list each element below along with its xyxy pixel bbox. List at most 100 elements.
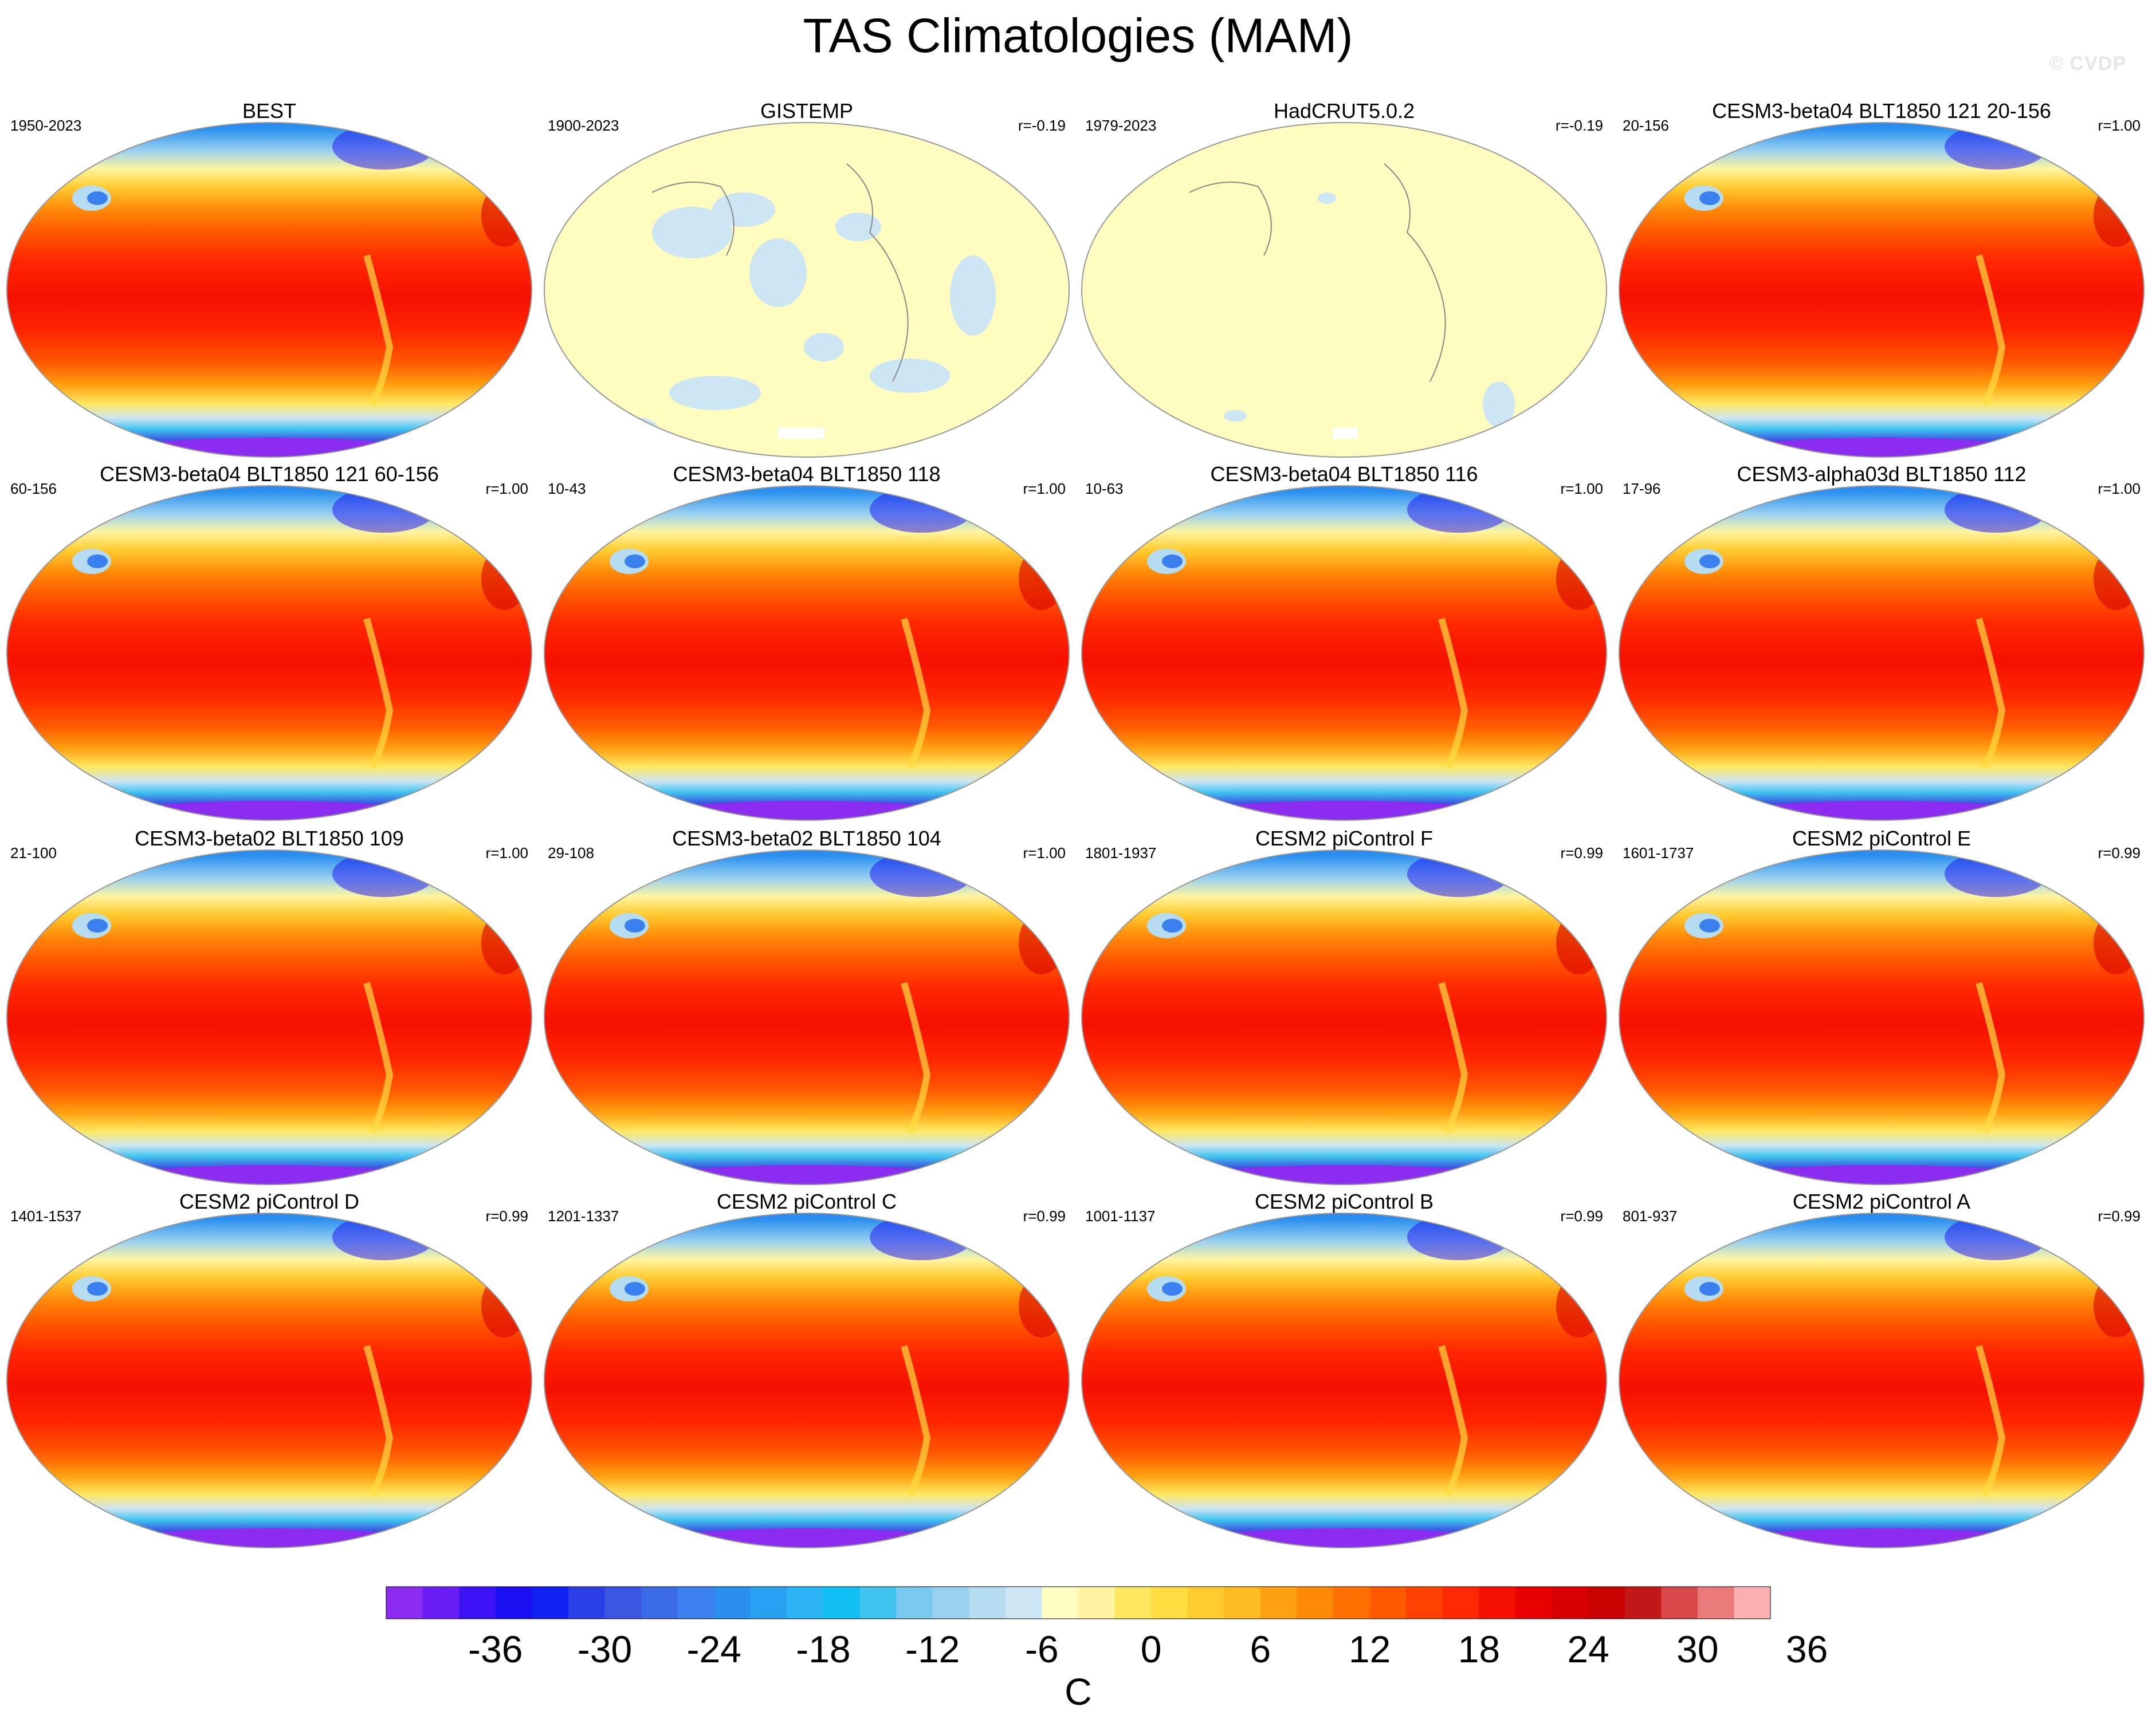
panel-correlation-label: r=0.99 bbox=[1560, 844, 1603, 862]
colorbar-swatch bbox=[969, 1587, 1006, 1619]
panel-title: BEST bbox=[242, 99, 297, 123]
map-plot bbox=[6, 122, 532, 458]
colorbar-tick-label: -6 bbox=[1025, 1628, 1059, 1670]
colorbar-swatch bbox=[1588, 1587, 1625, 1619]
panel-years-label: 1979-2023 bbox=[1085, 117, 1157, 134]
panel-years-label: 20-156 bbox=[1623, 117, 1669, 134]
colorbar-swatch bbox=[677, 1587, 714, 1619]
map-plot bbox=[544, 849, 1070, 1185]
panel-correlation-label: r=-0.19 bbox=[1555, 117, 1603, 134]
map-plot bbox=[544, 1213, 1070, 1548]
panel-title: CESM2 piControl A bbox=[1792, 1190, 1971, 1213]
panel-title: CESM3-beta02 BLT1850 104 bbox=[672, 827, 941, 850]
panel-title: CESM3-alpha03d BLT1850 112 bbox=[1737, 462, 2027, 486]
panel-title: CESM2 piControl B bbox=[1254, 1190, 1434, 1213]
colorbar-swatch bbox=[1479, 1587, 1516, 1619]
figure-title: TAS Climatologies (MAM) bbox=[803, 9, 1353, 62]
colorbar-tick-label: 24 bbox=[1567, 1628, 1609, 1670]
colorbar-swatch bbox=[1552, 1587, 1589, 1619]
map-plot bbox=[1081, 485, 1607, 821]
colorbar-swatch bbox=[495, 1587, 532, 1619]
panel-years-label: 1401-1537 bbox=[10, 1207, 82, 1225]
panel-title: CESM2 piControl C bbox=[716, 1190, 897, 1213]
colorbar-swatch bbox=[1151, 1587, 1188, 1619]
panel-years-label: 29-108 bbox=[548, 844, 594, 862]
colorbar-swatch bbox=[1078, 1587, 1116, 1619]
colorbar-tick-label: -18 bbox=[796, 1628, 850, 1670]
map-panel: CESM2 piControl B 1001-1137 r=0.99 bbox=[1075, 1190, 1613, 1548]
colorbar-swatch bbox=[604, 1587, 642, 1619]
colorbar-tick-label: 18 bbox=[1458, 1628, 1500, 1670]
colorbar-swatch bbox=[641, 1587, 678, 1619]
map-plot bbox=[1619, 122, 2145, 458]
colorbar-swatch bbox=[532, 1587, 569, 1619]
colorbar-swatch bbox=[1005, 1587, 1043, 1619]
panel-correlation-label: r=1.00 bbox=[485, 844, 528, 862]
colorbar-swatch bbox=[823, 1587, 861, 1619]
colorbar-swatch bbox=[568, 1587, 606, 1619]
colorbar-swatch bbox=[1624, 1587, 1662, 1619]
colorbar-unit-label: C bbox=[1065, 1670, 1092, 1711]
map-panel: CESM2 piControl C 1201-1337 r=0.99 bbox=[537, 1190, 1076, 1548]
panel-years-label: 1900-2023 bbox=[548, 117, 619, 134]
colorbar-swatch bbox=[896, 1587, 933, 1619]
panel-years-label: 10-63 bbox=[1085, 480, 1124, 497]
colorbar-tick-label: -30 bbox=[578, 1628, 632, 1670]
panel-title: HadCRUT5.0.2 bbox=[1273, 99, 1415, 123]
colorbar-swatch bbox=[1297, 1587, 1334, 1619]
map-panel: HadCRUT5.0.2 1979-2023 r=-0.19 bbox=[1075, 99, 1613, 458]
panel-correlation-label: r=0.99 bbox=[2098, 844, 2141, 862]
colorbar-swatch bbox=[1442, 1587, 1479, 1619]
colorbar-tick-label: 0 bbox=[1141, 1628, 1162, 1670]
colorbar-swatch bbox=[1515, 1587, 1553, 1619]
map-plot bbox=[6, 485, 532, 821]
panel-title: CESM3-beta04 BLT1850 121 20-156 bbox=[1712, 99, 2051, 123]
colorbar-tick-label: -12 bbox=[905, 1628, 960, 1670]
map-plot bbox=[1081, 122, 1607, 458]
map-plot bbox=[6, 1213, 532, 1548]
map-plot bbox=[1619, 849, 2145, 1185]
map-panel: BEST 1950-2023 bbox=[0, 99, 539, 458]
colorbar-swatch bbox=[1697, 1587, 1735, 1619]
colorbar-swatch bbox=[1661, 1587, 1698, 1619]
colorbar-swatch bbox=[1187, 1587, 1224, 1619]
panel-years-label: 60-156 bbox=[10, 480, 57, 497]
panel-years-label: 1950-2023 bbox=[10, 117, 82, 134]
panel-title: CESM3-beta04 BLT1850 118 bbox=[673, 462, 941, 486]
panel-correlation-label: r=1.00 bbox=[1023, 480, 1066, 497]
panel-correlation-label: r=1.00 bbox=[2098, 117, 2141, 134]
panel-years-label: 21-100 bbox=[10, 844, 57, 862]
panel-years-label: 1201-1337 bbox=[548, 1207, 619, 1225]
panel-years-label: 17-96 bbox=[1623, 480, 1661, 497]
map-panel: CESM3-beta04 BLT1850 118 10-43 r=1.00 bbox=[537, 462, 1076, 821]
panel-correlation-label: r=0.99 bbox=[1560, 1207, 1603, 1225]
colorbar-swatch bbox=[1369, 1587, 1407, 1619]
map-plot bbox=[1619, 485, 2145, 821]
colorbar-swatch bbox=[714, 1587, 751, 1619]
panel-title: GISTEMP bbox=[760, 99, 854, 123]
colorbar-swatch bbox=[1333, 1587, 1370, 1619]
panel-title: CESM2 piControl E bbox=[1792, 827, 1972, 850]
map-panel: CESM3-beta04 BLT1850 121 20-156 20-156 r=1… bbox=[1612, 99, 2151, 458]
panel-title: CESM3-beta04 BLT1850 121 60-156 bbox=[100, 462, 439, 486]
panel-correlation-label: r=0.99 bbox=[1023, 1207, 1066, 1225]
colorbar-swatch bbox=[859, 1587, 897, 1619]
panel-correlation-label: r=1.00 bbox=[1560, 480, 1603, 497]
map-panel: CESM2 piControl F 1801-1937 r=0.99 bbox=[1075, 827, 1613, 1185]
panel-correlation-label: r=1.00 bbox=[1023, 844, 1066, 862]
colorbar-swatch bbox=[932, 1587, 969, 1619]
colorbar-swatch bbox=[422, 1587, 460, 1619]
map-panel: CESM3-beta04 BLT1850 116 10-63 r=1.00 bbox=[1075, 462, 1613, 821]
panel-years-label: 1001-1137 bbox=[1085, 1207, 1156, 1225]
map-panel: CESM2 piControl D 1401-1537 r=0.99 bbox=[0, 1190, 539, 1548]
panel-correlation-label: r=0.99 bbox=[485, 1207, 528, 1225]
colorbar-tick-label: 6 bbox=[1250, 1628, 1271, 1670]
colorbar-tick-label: -36 bbox=[468, 1628, 523, 1670]
panel-years-label: 10-43 bbox=[548, 480, 586, 497]
map-plot bbox=[544, 122, 1070, 458]
panel-title: CESM3-beta02 BLT1850 109 bbox=[135, 827, 404, 850]
map-plot bbox=[544, 485, 1070, 821]
panel-correlation-label: r=-0.19 bbox=[1018, 117, 1066, 134]
colorbar-tick-label: 30 bbox=[1676, 1628, 1718, 1670]
colorbar-tick-label: 12 bbox=[1349, 1628, 1391, 1670]
